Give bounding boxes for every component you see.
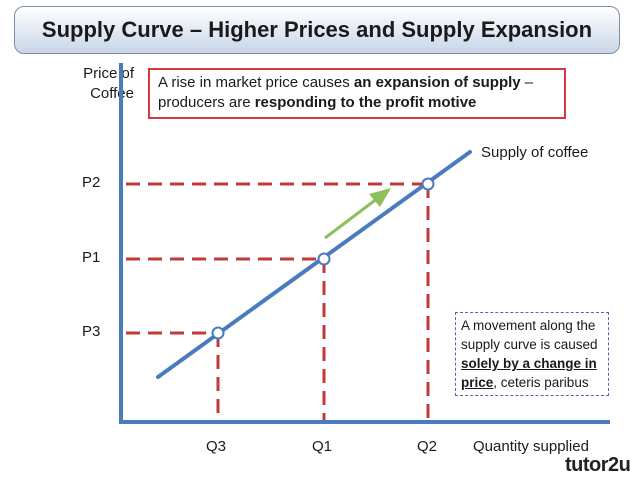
q1-label: Q1 xyxy=(312,438,333,455)
callout-bold-1: an expansion of supply xyxy=(353,74,521,91)
callout-text-1: A rise in market price causes xyxy=(158,74,354,91)
note-text-2: , ceteris paribus xyxy=(493,375,589,390)
movement-arrow-shaft xyxy=(324,196,379,240)
callout-bold-2: responding to the profit motive xyxy=(254,94,477,111)
p2-label: P2 xyxy=(82,174,101,191)
tutor2u-logo: tutor2u xyxy=(565,454,631,476)
p3-label: P3 xyxy=(82,323,101,340)
callout-text-2: – producers are xyxy=(158,74,534,111)
point-p2-q2 xyxy=(421,177,435,191)
ceteris-paribus-note: A movement along the supply curve is cau… xyxy=(455,312,609,396)
expansion-callout: A rise in market price causes an expansi… xyxy=(148,68,566,119)
supply-curve xyxy=(156,150,472,379)
q2-label: Q2 xyxy=(417,438,438,455)
page-title: Supply Curve – Higher Prices and Supply … xyxy=(41,17,593,42)
point-p1-q1 xyxy=(317,252,331,266)
y-axis-label-line2: Coffee xyxy=(90,85,134,102)
q3-label: Q3 xyxy=(206,438,227,455)
note-bold: solely by a change in price xyxy=(461,356,597,390)
p1-label: P1 xyxy=(82,249,101,266)
movement-arrow-head xyxy=(369,188,391,207)
x-axis-label: Quantity supplied xyxy=(473,438,589,455)
supply-curve-label: Supply of coffee xyxy=(481,144,589,161)
point-p3-q3 xyxy=(211,326,225,340)
title-banner: Supply Curve – Higher Prices and Supply … xyxy=(14,6,620,54)
note-text-1: A movement along the supply curve is cau… xyxy=(461,318,598,352)
